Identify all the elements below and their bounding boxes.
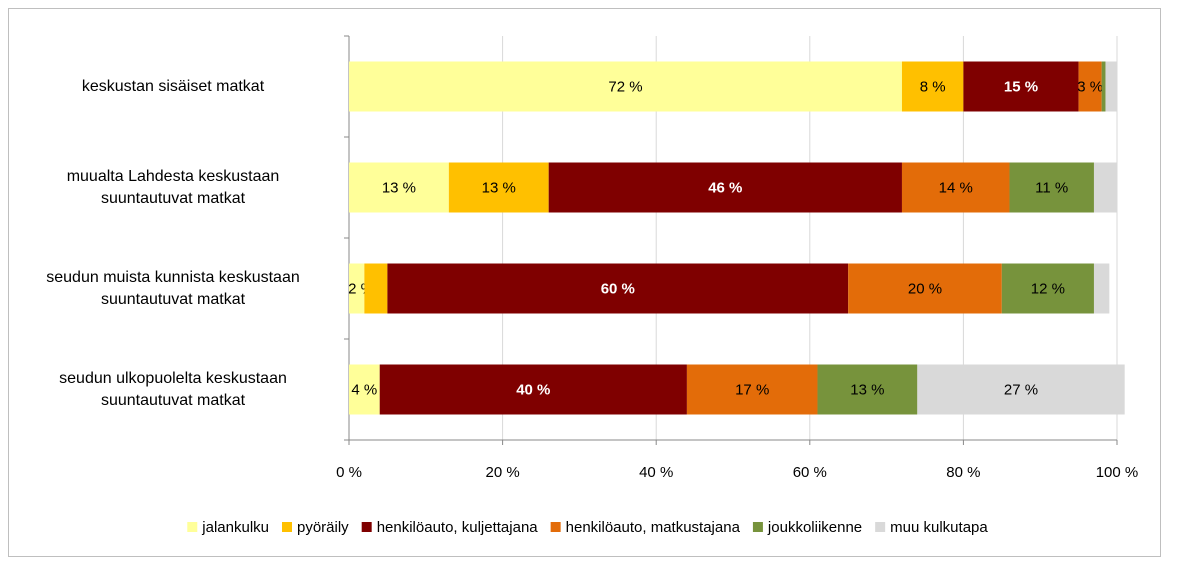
legend-swatch bbox=[361, 522, 372, 532]
data-label: 13 % bbox=[382, 179, 416, 196]
category-label: keskustan sisäiset matkat bbox=[81, 77, 265, 95]
data-label: 4 % bbox=[351, 381, 377, 398]
bar-segment bbox=[548, 162, 902, 213]
data-label: 14 % bbox=[939, 179, 973, 196]
legend-label: pyöräily bbox=[297, 519, 349, 536]
x-tick-label: 100 % bbox=[1096, 464, 1139, 481]
legend-swatch bbox=[282, 522, 292, 532]
x-tick-label: 20 % bbox=[485, 464, 519, 481]
data-label: 46 % bbox=[708, 179, 742, 196]
data-label: 20 % bbox=[908, 280, 942, 297]
data-label: 17 % bbox=[735, 381, 769, 398]
legend-swatch bbox=[187, 522, 198, 532]
bar-segment bbox=[349, 162, 449, 213]
bar-segment bbox=[963, 61, 1079, 112]
bar-segment bbox=[848, 263, 1002, 314]
data-label: 11 % bbox=[1035, 179, 1068, 196]
legend-label: henkilöauto, matkustajana bbox=[566, 519, 741, 536]
bar-segment bbox=[1093, 263, 1110, 314]
data-label: 15 % bbox=[1004, 78, 1038, 95]
data-label: 13 % bbox=[482, 179, 516, 196]
data-label: 27 % bbox=[1004, 381, 1038, 398]
bar-segment bbox=[1093, 162, 1117, 213]
bar-segment bbox=[901, 61, 964, 112]
category-label: seudun muista kunnista keskustaan suunta… bbox=[46, 268, 300, 308]
data-label: 40 % bbox=[516, 381, 550, 398]
data-label: 60 % bbox=[601, 280, 635, 297]
bar-segment bbox=[448, 162, 549, 213]
legend: jalankulku pyöräily henkilöauto, kuljettaj… bbox=[187, 519, 988, 536]
x-tick-label: 80 % bbox=[946, 464, 980, 481]
data-label: 8 % bbox=[920, 78, 946, 95]
x-tick-label: 40 % bbox=[639, 464, 673, 481]
legend-swatch bbox=[550, 522, 561, 532]
bar-segment bbox=[379, 364, 687, 415]
legend-swatch bbox=[875, 522, 886, 532]
category-label: seudun ulkopuolelta keskustaan suuntautu… bbox=[59, 369, 287, 409]
bar-segment bbox=[686, 364, 818, 415]
bar-segment bbox=[817, 364, 918, 415]
bar-segment bbox=[1001, 263, 1094, 314]
data-label: 12 % bbox=[1031, 280, 1065, 297]
x-tick-label: 0 % bbox=[336, 464, 362, 481]
bar-segment bbox=[1105, 61, 1117, 112]
bar-segment bbox=[917, 364, 1125, 415]
bar-segment bbox=[1101, 61, 1106, 112]
legend-label: joukkoliikenne bbox=[767, 519, 862, 536]
legend-label: henkilöauto, kuljettajana bbox=[377, 519, 539, 536]
bar-segment bbox=[349, 364, 380, 415]
bar-segment bbox=[1078, 61, 1102, 112]
bar-segment bbox=[349, 61, 902, 112]
data-label: 13 % bbox=[850, 381, 884, 398]
bar-segment bbox=[364, 263, 388, 314]
bar-segment bbox=[901, 162, 1010, 213]
legend-label: jalankulku bbox=[201, 519, 269, 536]
bar-segment bbox=[349, 263, 365, 314]
data-label: 3 % bbox=[1077, 78, 1103, 95]
legend-label: muu kulkutapa bbox=[890, 519, 988, 536]
bar-segment bbox=[387, 263, 849, 314]
legend-swatch bbox=[752, 522, 763, 532]
x-tick-label: 60 % bbox=[793, 464, 827, 481]
data-label: 72 % bbox=[608, 78, 642, 95]
category-label: muualta Lahdesta keskustaan suuntautuvat… bbox=[66, 167, 280, 207]
bar-segment bbox=[1009, 162, 1094, 213]
